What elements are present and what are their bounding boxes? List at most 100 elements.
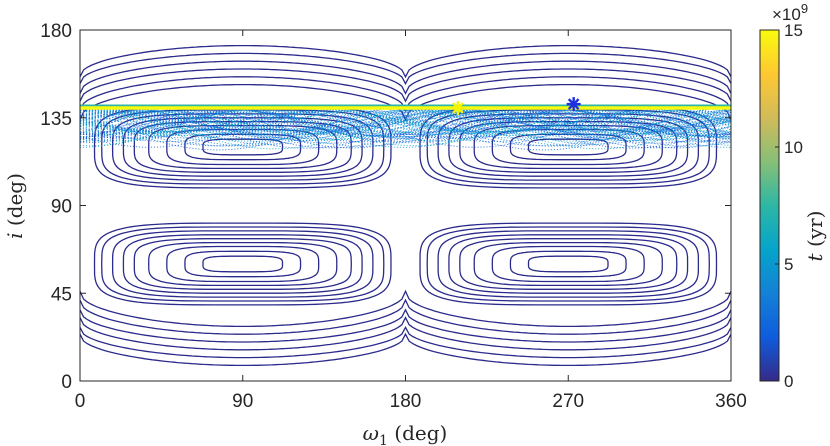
trajectory-band xyxy=(80,104,731,151)
trajectory-segment xyxy=(80,108,731,134)
contour-line xyxy=(509,250,627,278)
trajectory-segment xyxy=(80,109,731,148)
contour-line xyxy=(93,222,392,306)
trajectory-segment xyxy=(80,111,731,133)
trajectory-segment xyxy=(80,107,731,140)
contour-line xyxy=(419,222,718,306)
plot-background xyxy=(80,30,731,381)
contour-line xyxy=(122,234,363,294)
trajectory-segment xyxy=(80,108,731,147)
y-axis: 0 45 90 135 180 xyxy=(40,21,731,393)
trajectory-segment xyxy=(80,107,731,147)
contour-line xyxy=(527,255,609,273)
trajectory-segment xyxy=(80,110,731,136)
x-axis-label: ω1 (deg) xyxy=(363,421,448,446)
contour-line xyxy=(133,238,352,290)
marker-end xyxy=(450,101,465,115)
trajectory-segment xyxy=(80,110,731,150)
x-axis: 0 90 180 270 360 xyxy=(75,30,747,412)
y-tick-label: 90 xyxy=(51,197,72,218)
y-tick-label: 180 xyxy=(40,21,72,42)
contour-line xyxy=(101,226,385,302)
trajectory-segment xyxy=(80,110,731,135)
contour-line xyxy=(80,60,731,95)
y-tick-label: 135 xyxy=(40,109,72,130)
colorbar-tick-label: 15 xyxy=(784,21,803,40)
marker-start xyxy=(566,97,581,112)
contour-line xyxy=(473,124,663,170)
trajectory-segment xyxy=(80,110,731,147)
trajectory-segment xyxy=(80,109,731,144)
contour-line xyxy=(437,113,700,181)
trajectory-segment xyxy=(80,108,731,138)
trajectory-segment xyxy=(80,108,731,142)
trajectory-segment xyxy=(80,109,731,143)
colorbar-tick-label: 0 xyxy=(784,372,793,391)
contour-line xyxy=(448,117,689,177)
contour-line xyxy=(448,234,689,294)
contour-line xyxy=(473,241,663,287)
contour-line xyxy=(80,289,731,328)
trajectory-segment xyxy=(80,109,731,140)
x-tick-label: 270 xyxy=(552,391,584,412)
colorbar-exponent: ×109 xyxy=(772,1,808,24)
contour-line xyxy=(111,113,374,181)
contour-line xyxy=(202,255,284,273)
contour-line xyxy=(80,298,731,335)
x-tick-label: 360 xyxy=(715,391,747,412)
colorbar: 0 5 10 15 ×109 t (yr) xyxy=(759,1,827,391)
contour-line xyxy=(80,332,731,367)
trajectory-segment xyxy=(80,108,731,142)
trajectory-segment xyxy=(80,108,731,139)
colorbar-exponent-power: 9 xyxy=(801,1,808,16)
y-tick-label: 45 xyxy=(51,284,72,305)
contour-line xyxy=(437,230,700,298)
contour-line xyxy=(184,250,302,278)
trajectory-segment xyxy=(80,109,731,140)
trajectory-segment xyxy=(80,109,731,135)
x-tick-label: 180 xyxy=(390,391,422,412)
contour-line xyxy=(80,83,731,122)
y-tick-label: 0 xyxy=(61,372,72,393)
colorbar-gradient xyxy=(760,30,779,381)
contour-line xyxy=(184,133,302,161)
colorbar-tick-label: 10 xyxy=(784,138,803,157)
trajectory-segment xyxy=(80,107,731,135)
contour-line xyxy=(459,238,678,290)
contour-line xyxy=(148,241,338,287)
markers xyxy=(450,97,581,115)
trajectory-segment xyxy=(80,111,731,139)
y-axis-label: i (deg) xyxy=(3,173,27,239)
trajectory-segment xyxy=(80,108,731,149)
trajectory-segment xyxy=(80,107,731,149)
trajectory-segment xyxy=(80,111,731,135)
colorbar-frame xyxy=(759,29,780,382)
contour-line xyxy=(80,52,731,85)
contour-line xyxy=(426,226,710,302)
trajectory-segment xyxy=(80,109,731,138)
contour-line xyxy=(80,68,731,103)
x-tick-label: 0 xyxy=(75,391,86,412)
contour-line xyxy=(111,230,374,298)
contour-line xyxy=(80,316,731,351)
contour-line xyxy=(80,44,731,79)
x-tick-label: 90 xyxy=(232,391,253,412)
contour-line xyxy=(80,308,731,343)
trajectory-segment xyxy=(80,110,731,140)
colorbar-tick-label: 5 xyxy=(784,255,793,274)
trajectory-segment xyxy=(80,108,731,136)
colorbar-ticks: 0 5 10 15 xyxy=(775,21,803,391)
trajectory-segment xyxy=(80,109,731,144)
trajectory-segment xyxy=(80,111,731,136)
trajectory-segment xyxy=(80,108,731,135)
colorbar-label: t (yr) xyxy=(803,211,827,262)
contour-line xyxy=(202,138,284,156)
contour-line xyxy=(122,117,363,177)
contour-line xyxy=(166,128,320,166)
contour-line xyxy=(527,138,609,156)
colorbar-exponent-base: ×10 xyxy=(772,5,801,24)
contour-line xyxy=(80,326,731,359)
contour-line xyxy=(491,245,645,283)
trajectory-segment xyxy=(80,111,731,137)
